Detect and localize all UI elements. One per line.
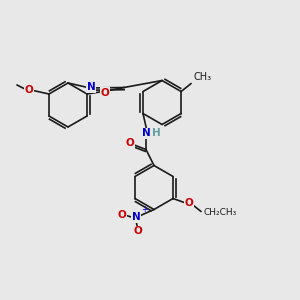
Text: N: N — [87, 82, 95, 92]
Text: N: N — [132, 212, 140, 223]
Text: O: O — [126, 139, 134, 148]
Text: O: O — [25, 85, 33, 95]
Text: O: O — [101, 88, 110, 98]
Text: N: N — [142, 128, 150, 139]
Text: CH₃: CH₃ — [193, 71, 211, 82]
Text: H: H — [152, 128, 160, 137]
Text: +: + — [141, 206, 147, 214]
Text: O: O — [134, 226, 142, 236]
Text: O: O — [118, 209, 126, 220]
Text: CH₂CH₃: CH₂CH₃ — [203, 208, 236, 217]
Text: O: O — [185, 197, 194, 208]
